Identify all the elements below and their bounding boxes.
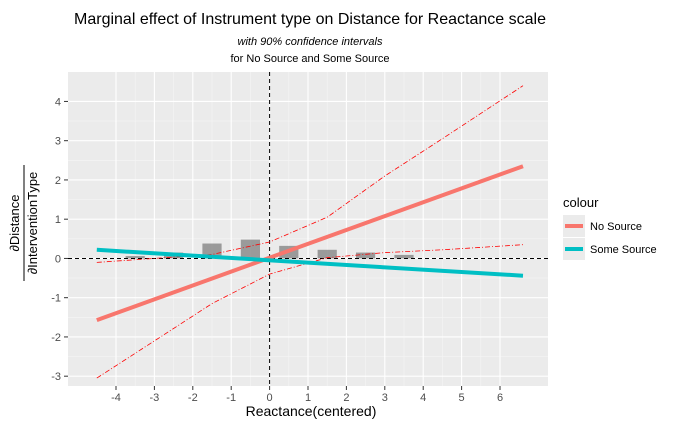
chart-subtitle-line1: with 90% confidence intervals [238,36,383,48]
legend-title: colour [563,195,599,210]
legend-label-no-source: No Source [590,221,642,233]
y-tick-label: -2 [51,332,61,344]
y-tick-label: 4 [55,96,61,108]
y-axis-label-numerator: ∂Distance [7,194,22,251]
x-tick-label: 0 [267,392,273,404]
histogram-bar [240,239,260,259]
confidence-lower-line [96,244,524,379]
legend-label-some-source: Some Source [590,244,657,256]
x-tick-label: -3 [150,392,160,404]
x-axis-label: Reactance(centered) [246,403,377,419]
x-axis-ticks: -4 -3 -2 -1 0 1 2 3 4 5 6 [111,386,503,404]
x-tick-label: 6 [497,392,503,404]
x-tick-label: -2 [188,392,198,404]
legend: colour No Source Some Source [563,195,657,260]
chart-title: Marginal effect of Instrument type on Di… [74,11,546,28]
y-tick-label: 2 [55,175,61,187]
x-tick-label: -1 [226,392,236,404]
y-axis-label: ∂Distance ∂InterventionType [7,165,40,281]
y-tick-label: 1 [55,214,61,226]
y-tick-label: 3 [55,136,61,148]
x-tick-label: 3 [382,392,388,404]
histogram-bar [394,254,414,259]
y-axis-ticks: -3 -2 -1 0 1 2 3 4 [51,96,68,383]
y-tick-label: -1 [51,293,61,305]
x-tick-label: 4 [420,392,426,404]
x-tick-label: 2 [343,392,349,404]
confidence-upper-line [96,85,524,263]
y-tick-label: -3 [51,371,61,383]
histogram-bar [356,252,376,259]
y-axis-label-denominator: ∂InterventionType [25,172,40,275]
x-tick-label: -4 [111,392,121,404]
series-line-no-source [96,164,524,322]
series-line-some-source [96,247,524,278]
histogram-bar [317,249,337,259]
x-tick-label: 5 [459,392,465,404]
y-tick-label: 0 [55,253,61,265]
chart-subtitle-line2: for No Source and Some Source [231,53,390,65]
x-tick-label: 1 [305,392,311,404]
histogram-bar [125,256,145,259]
plot-area [68,72,548,386]
